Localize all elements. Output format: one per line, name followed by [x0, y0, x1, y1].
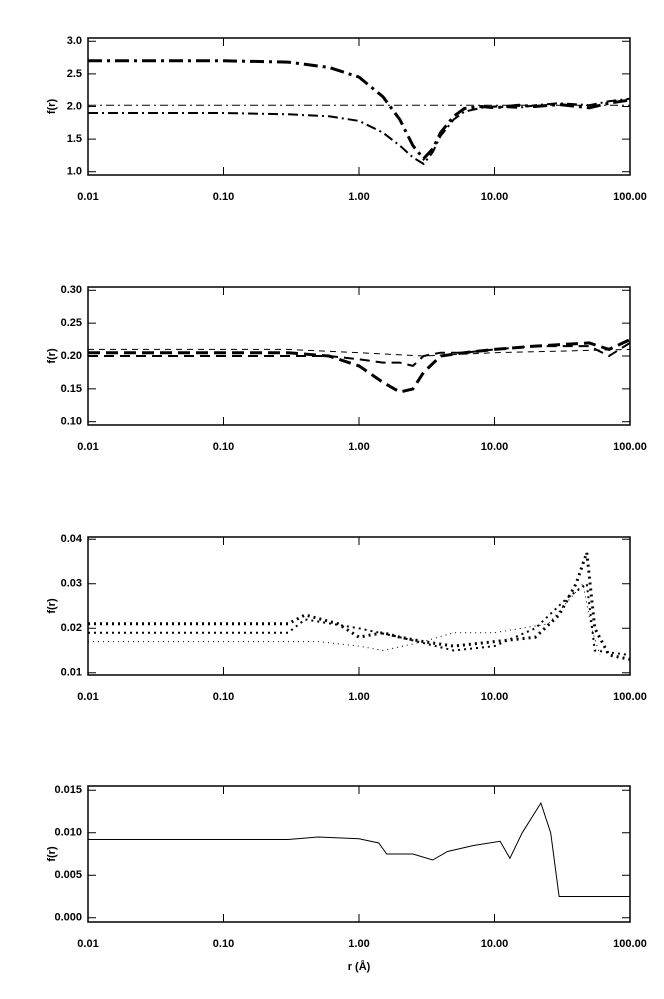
- data-line: [88, 348, 631, 357]
- x-tick-label: 100.00: [613, 191, 647, 203]
- x-tick-label: 100.00: [613, 691, 647, 703]
- x-tick-label: 10.00: [481, 691, 509, 703]
- y-axis-label: f(r): [46, 846, 58, 862]
- y-tick-label: 0.10: [61, 416, 82, 428]
- y-tick-label: 0.000: [54, 912, 82, 924]
- plot-frame: [87, 785, 631, 923]
- x-tick-label: 100.00: [613, 441, 647, 453]
- x-tick-label: 0.01: [77, 691, 98, 703]
- y-tick-label: 0.03: [61, 578, 82, 590]
- y-tick-label: 0.005: [54, 869, 82, 881]
- x-tick-label: 0.01: [77, 938, 98, 950]
- data-line: [88, 581, 631, 656]
- x-tick-label: 1.00: [348, 938, 369, 950]
- data-line: [88, 552, 631, 661]
- y-axis-label: f(r): [46, 348, 58, 364]
- data-line: [88, 582, 601, 656]
- x-tick-label: 1.00: [348, 691, 369, 703]
- x-tick-label: 1.00: [348, 441, 369, 453]
- y-tick-label: 1.5: [67, 133, 82, 145]
- y-tick-label: 0.015: [54, 784, 82, 796]
- y-axis-label: f(r): [46, 598, 58, 614]
- y-tick-label: 2.5: [67, 68, 82, 80]
- x-tick-label: 0.10: [213, 938, 234, 950]
- y-tick-label: 1.0: [67, 166, 82, 178]
- data-line: [88, 338, 631, 394]
- data-line: [88, 97, 631, 166]
- data-line: [88, 801, 630, 897]
- x-tick-label: 0.01: [77, 441, 98, 453]
- plot-frame: [87, 37, 631, 176]
- x-tick-label: 10.00: [481, 938, 509, 950]
- x-tick-label: 0.10: [213, 691, 234, 703]
- x-axis-label: r (Å): [348, 960, 371, 973]
- y-tick-label: 0.15: [61, 383, 82, 395]
- y-tick-label: 2.0: [67, 100, 82, 112]
- y-axis-label: f(r): [46, 99, 58, 115]
- data-line: [88, 59, 631, 161]
- data-line: [88, 342, 631, 368]
- y-tick-label: 0.04: [61, 533, 83, 545]
- x-tick-label: 0.10: [213, 191, 234, 203]
- y-tick-label: 0.30: [61, 284, 82, 296]
- y-tick-label: 0.01: [61, 667, 82, 679]
- y-tick-label: 0.02: [61, 622, 82, 634]
- x-tick-label: 10.00: [481, 191, 509, 203]
- y-tick-label: 3.0: [67, 35, 82, 47]
- y-tick-label: 0.010: [54, 827, 82, 839]
- x-tick-label: 0.01: [77, 191, 98, 203]
- y-tick-label: 0.20: [61, 350, 82, 362]
- x-tick-label: 0.10: [213, 441, 234, 453]
- x-tick-label: 10.00: [481, 441, 509, 453]
- x-tick-label: 1.00: [348, 191, 369, 203]
- x-tick-label: 100.00: [613, 938, 647, 950]
- y-tick-label: 0.25: [61, 317, 82, 329]
- plot-frame: [87, 536, 631, 676]
